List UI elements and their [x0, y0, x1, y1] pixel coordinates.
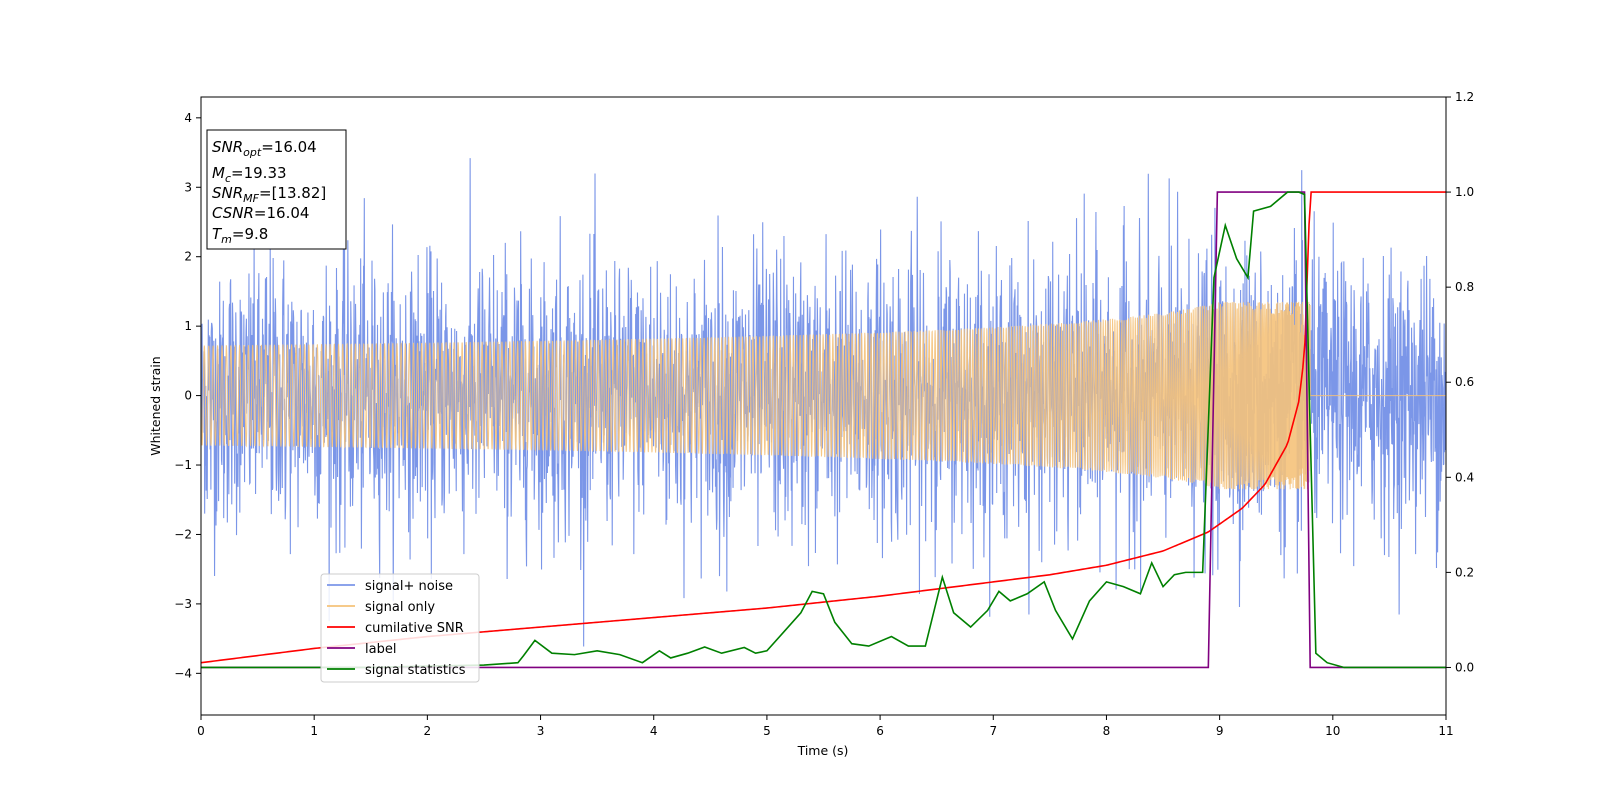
x-tick-label: 2 [424, 724, 432, 738]
x-tick-label: 7 [989, 724, 997, 738]
y-right-tick-label: 1.0 [1455, 185, 1474, 199]
legend-entry: signal statistics [365, 663, 466, 678]
y-right-tick-label: 0.0 [1455, 660, 1474, 674]
y-left-tick-label: 0 [184, 389, 192, 403]
y-right-tick-label: 0.4 [1455, 470, 1474, 484]
y-right-tick-label: 0.6 [1455, 375, 1474, 389]
legend-entry: cumilative SNR [365, 621, 464, 636]
annotation-line: SNRMF=[13.82] [212, 184, 326, 205]
series-signal-only [201, 301, 1446, 490]
x-tick-label: 0 [197, 724, 205, 738]
x-tick-label: 6 [876, 724, 884, 738]
series-label [201, 191, 1446, 669]
x-tick-label: 3 [537, 724, 545, 738]
y-left-tick-label: −1 [174, 458, 192, 472]
y-axis-label: Whitened strain [148, 356, 163, 455]
x-tick-label: 5 [763, 724, 771, 738]
y-left-tick-label: −4 [174, 666, 192, 680]
annotation-line: Tm=9.8 [212, 225, 268, 246]
y-right-tick-label: 0.8 [1455, 280, 1474, 294]
legend-entry: label [365, 642, 396, 657]
annotation-box: SNRopt=16.04 Mc=19.33SNRMF=[13.82]CSNR=16… [206, 129, 347, 250]
plot-frame [200, 96, 1447, 716]
x-tick-label: 11 [1438, 724, 1453, 738]
x-tick-label: 1 [310, 724, 318, 738]
x-axis: 0 1 2 3 4 5 6 7 8 9 10 11 [197, 715, 1454, 738]
y-left-tick-label: 3 [184, 180, 192, 194]
annotation-line: Mc=19.33 [212, 164, 287, 185]
y-left-tick-label: −3 [174, 597, 192, 611]
y-axis-left: −4 −3 −2 −1 0 1 2 3 4 [174, 111, 201, 680]
y-right-tick-label: 1.2 [1455, 90, 1474, 104]
y-left-tick-label: 1 [184, 319, 192, 333]
annotation-line: SNRopt=16.04 [212, 138, 317, 159]
y-left-tick-label: −2 [174, 527, 192, 541]
y-left-tick-label: 4 [184, 111, 192, 125]
legend: signal+ noise signal only cumilative SNR la… [320, 573, 480, 683]
x-tick-label: 10 [1325, 724, 1340, 738]
series-signal-statistics [201, 191, 1446, 669]
x-axis-label: Time (s) [797, 743, 849, 758]
y-axis-right: 0.0 0.2 0.4 0.6 0.8 1.0 1.2 [1446, 90, 1474, 674]
y-left-tick-label: 2 [184, 250, 192, 264]
legend-entry: signal only [365, 600, 435, 615]
legend-entry: signal+ noise [365, 579, 453, 594]
x-tick-label: 4 [650, 724, 658, 738]
annotation-frame [206, 129, 347, 250]
legend-frame [320, 573, 480, 683]
y-right-tick-label: 0.2 [1455, 565, 1474, 579]
annotation-line: CSNR=16.04 [212, 204, 309, 222]
x-tick-label: 9 [1216, 724, 1224, 738]
x-tick-label: 8 [1103, 724, 1111, 738]
